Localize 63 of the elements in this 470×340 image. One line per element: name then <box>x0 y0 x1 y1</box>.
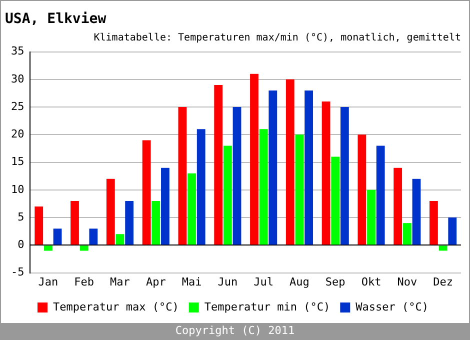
bar <box>376 146 385 245</box>
bar <box>196 129 206 245</box>
bar <box>394 168 402 245</box>
x-tick-label: Okt <box>361 275 382 288</box>
bar <box>367 190 376 245</box>
x-tick-label: Aug <box>290 275 310 288</box>
chart-subtitle: Klimatabelle: Temperaturen max/min (°C), monatlich, gemittelt <box>94 32 461 44</box>
x-tick-label: Feb <box>74 275 94 288</box>
y-tick-label: -5 <box>10 266 24 279</box>
bar <box>286 79 294 245</box>
bar <box>44 246 52 251</box>
bar <box>268 90 278 245</box>
bar <box>250 74 258 245</box>
bar <box>53 228 62 245</box>
bar <box>295 134 304 245</box>
y-tick-label: 15 <box>10 155 24 168</box>
bar <box>259 129 268 245</box>
bar <box>448 218 457 245</box>
bar <box>116 234 124 245</box>
legend-label: Wasser (°C) <box>356 300 429 314</box>
bar <box>80 246 88 251</box>
legend-label: Temperatur min (°C) <box>204 300 330 314</box>
bar <box>340 107 349 245</box>
bar <box>412 178 421 245</box>
bar <box>402 223 412 245</box>
bar <box>223 146 232 245</box>
bar <box>152 200 160 245</box>
y-tick-label: 30 <box>10 72 24 86</box>
bar <box>70 200 79 245</box>
bar <box>89 228 98 245</box>
bar <box>331 156 340 245</box>
bar <box>232 107 242 245</box>
x-tick-label: Sep <box>325 275 346 288</box>
bar <box>161 168 170 245</box>
x-tick-label: Mar <box>110 275 130 288</box>
x-tick-label: Jun <box>218 275 238 288</box>
bar <box>304 90 313 245</box>
x-tick-label: Jan <box>38 275 58 288</box>
bar <box>358 134 366 245</box>
y-tick-label: 35 <box>10 44 24 58</box>
y-tick-label: 20 <box>10 128 24 141</box>
x-tick-label: Mai <box>182 275 202 288</box>
bar <box>125 200 134 245</box>
y-tick-label: 25 <box>10 100 24 113</box>
x-tick-label: Dez <box>433 275 453 288</box>
x-tick-label: Nov <box>397 275 418 288</box>
bar <box>142 140 151 245</box>
text: Copyright (C) 2011 <box>1 323 469 339</box>
y-tick-label: 0 <box>18 238 24 252</box>
bar <box>322 102 330 245</box>
bar <box>438 246 448 251</box>
bar <box>214 84 223 245</box>
bar <box>188 173 196 245</box>
legend-label: Temperatur max (°C) <box>52 300 179 314</box>
chart-title: USA, Elkview <box>5 11 107 28</box>
x-tick-label: Apr <box>146 275 166 288</box>
y-tick-label: 10 <box>10 182 24 196</box>
bar <box>106 178 115 245</box>
bar <box>34 206 44 245</box>
bar <box>178 107 187 245</box>
x-tick-label: Jul <box>254 275 274 288</box>
y-tick-label: 5 <box>18 210 24 224</box>
bar <box>430 200 438 245</box>
